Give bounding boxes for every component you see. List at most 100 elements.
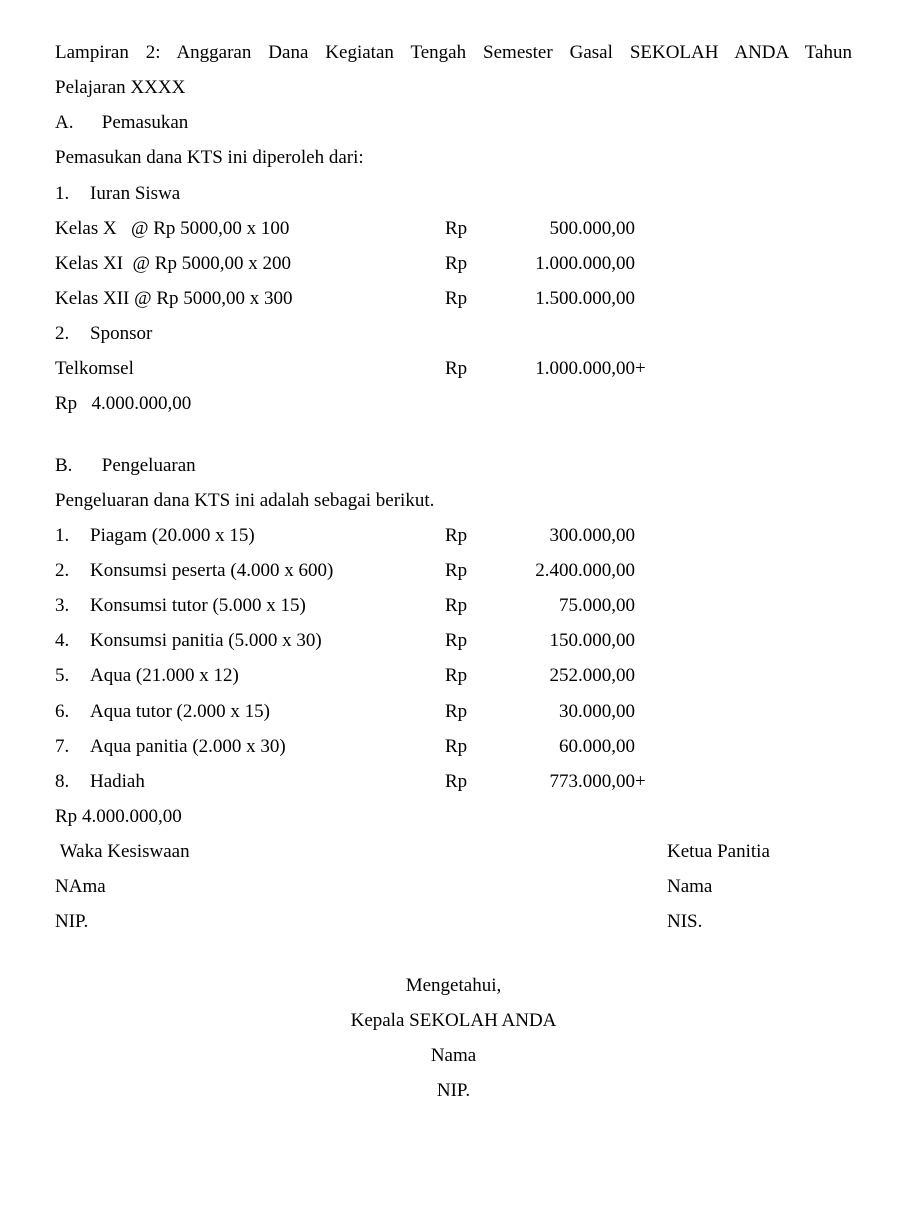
- sig-right-role: Ketua Panitia: [667, 834, 852, 869]
- row-currency: Rp: [445, 351, 490, 386]
- row-suffix: [635, 553, 655, 588]
- row-suffix: [635, 246, 655, 281]
- item-label: Sponsor: [90, 316, 152, 351]
- row-suffix: [635, 518, 655, 553]
- row-amount: 150.000,00: [490, 623, 635, 658]
- section-b-heading: B. Pengeluaran: [55, 448, 852, 483]
- row-amount: 30.000,00: [490, 694, 635, 729]
- row-label: Aqua panitia (2.000 x 30): [90, 729, 286, 764]
- row-label: Kelas XI @ Rp 5000,00 x 200: [55, 246, 445, 281]
- row-suffix: +: [635, 764, 655, 799]
- row-currency: Rp: [445, 246, 490, 281]
- row-number: 5.: [55, 658, 90, 693]
- row-currency: Rp: [445, 729, 490, 764]
- footer-id: NIP.: [55, 1073, 852, 1108]
- row-currency: Rp: [445, 623, 490, 658]
- signature-right: Ketua Panitia Nama NIS.: [552, 834, 852, 939]
- doc-title-line2: Pelajaran XXXX: [55, 70, 852, 105]
- row-label: Kelas X @ Rp 5000,00 x 100: [55, 211, 445, 246]
- doc-title-line1: Lampiran 2: Anggaran Dana Kegiatan Tenga…: [55, 35, 852, 70]
- row-label: Hadiah: [90, 764, 145, 799]
- sig-right-id: NIS.: [667, 904, 852, 939]
- expense-row: 2. Konsumsi peserta (4.000 x 600) Rp 2.4…: [55, 553, 852, 588]
- row-number: 4.: [55, 623, 90, 658]
- income-row: Telkomsel Rp 1.000.000,00 +: [55, 351, 852, 386]
- row-amount: 75.000,00: [490, 588, 635, 623]
- income-row: Kelas XI @ Rp 5000,00 x 200 Rp 1.000.000…: [55, 246, 852, 281]
- row-label: Telkomsel: [55, 351, 445, 386]
- row-suffix: [635, 281, 655, 316]
- sig-left-id: NIP.: [55, 904, 355, 939]
- signature-footer: Mengetahui, Kepala SEKOLAH ANDA Nama NIP…: [55, 968, 852, 1109]
- row-currency: Rp: [445, 211, 490, 246]
- expense-row: 7. Aqua panitia (2.000 x 30) Rp 60.000,0…: [55, 729, 852, 764]
- section-a-heading: A. Pemasukan: [55, 105, 852, 140]
- total-amount: 4.000.000,00: [91, 393, 191, 414]
- row-amount: 2.400.000,00: [490, 553, 635, 588]
- row-suffix: [635, 588, 655, 623]
- signature-row: Waka Kesiswaan NAma NIP. Ketua Panitia N…: [55, 834, 852, 939]
- row-amount: 500.000,00: [490, 211, 635, 246]
- section-b-intro: Pengeluaran dana KTS ini adalah sebagai …: [55, 483, 852, 518]
- section-a-intro: Pemasukan dana KTS ini diperoleh dari:: [55, 140, 852, 175]
- expense-row: 3. Konsumsi tutor (5.000 x 15) Rp 75.000…: [55, 588, 852, 623]
- row-amount: 1.000.000,00: [490, 351, 635, 386]
- row-currency: Rp: [445, 694, 490, 729]
- row-currency: Rp: [445, 764, 490, 799]
- row-number: 8.: [55, 764, 90, 799]
- section-a-total: Rp 4.000.000,00: [55, 386, 852, 421]
- expense-row: 5. Aqua (21.000 x 12) Rp 252.000,00: [55, 658, 852, 693]
- row-currency: Rp: [445, 281, 490, 316]
- row-amount: 60.000,00: [490, 729, 635, 764]
- section-b-total: Rp 4.000.000,00: [55, 799, 852, 834]
- footer-name: Nama: [55, 1038, 852, 1073]
- row-label: Piagam (20.000 x 15): [90, 518, 255, 553]
- row-suffix: [635, 623, 655, 658]
- sig-right-name: Nama: [667, 869, 852, 904]
- row-label: Kelas XII @ Rp 5000,00 x 300: [55, 281, 445, 316]
- row-amount: 1.500.000,00: [490, 281, 635, 316]
- total-currency: Rp: [55, 393, 77, 414]
- footer-head: Kepala SEKOLAH ANDA: [55, 1003, 852, 1038]
- row-label: Konsumsi tutor (5.000 x 15): [90, 588, 306, 623]
- row-label: Aqua tutor (2.000 x 15): [90, 694, 270, 729]
- row-amount: 773.000,00: [490, 764, 635, 799]
- row-currency: Rp: [445, 658, 490, 693]
- row-currency: Rp: [445, 553, 490, 588]
- expense-row: 4. Konsumsi panitia (5.000 x 30) Rp 150.…: [55, 623, 852, 658]
- row-label: Konsumsi peserta (4.000 x 600): [90, 553, 333, 588]
- row-amount: 300.000,00: [490, 518, 635, 553]
- item-number: 1.: [55, 176, 90, 211]
- total-currency: Rp: [55, 806, 77, 827]
- row-suffix: +: [635, 351, 655, 386]
- row-suffix: [635, 729, 655, 764]
- section-b-letter: B.: [55, 448, 97, 483]
- row-label: Aqua (21.000 x 12): [90, 658, 239, 693]
- row-number: 7.: [55, 729, 90, 764]
- row-number: 1.: [55, 518, 90, 553]
- row-suffix: [635, 658, 655, 693]
- expense-row: 1. Piagam (20.000 x 15) Rp 300.000,00: [55, 518, 852, 553]
- item-label: Iuran Siswa: [90, 176, 180, 211]
- row-suffix: [635, 211, 655, 246]
- income-row: Kelas XII @ Rp 5000,00 x 300 Rp 1.500.00…: [55, 281, 852, 316]
- expense-row: 8. Hadiah Rp 773.000,00 +: [55, 764, 852, 799]
- income-item-1: 1. Iuran Siswa: [55, 176, 852, 211]
- section-b-title: Pengeluaran: [102, 455, 196, 476]
- row-currency: Rp: [445, 518, 490, 553]
- row-suffix: [635, 694, 655, 729]
- expense-row: 6. Aqua tutor (2.000 x 15) Rp 30.000,00: [55, 694, 852, 729]
- total-amount: 4.000.000,00: [82, 806, 182, 827]
- section-a-letter: A.: [55, 105, 97, 140]
- row-number: 6.: [55, 694, 90, 729]
- row-number: 3.: [55, 588, 90, 623]
- item-number: 2.: [55, 316, 90, 351]
- sig-left-role: Waka Kesiswaan: [55, 834, 355, 869]
- row-currency: Rp: [445, 588, 490, 623]
- signature-left: Waka Kesiswaan NAma NIP.: [55, 834, 355, 939]
- section-a-title: Pemasukan: [102, 112, 189, 133]
- row-number: 2.: [55, 553, 90, 588]
- footer-knowing: Mengetahui,: [55, 968, 852, 1003]
- income-item-2: 2. Sponsor: [55, 316, 852, 351]
- income-row: Kelas X @ Rp 5000,00 x 100 Rp 500.000,00: [55, 211, 852, 246]
